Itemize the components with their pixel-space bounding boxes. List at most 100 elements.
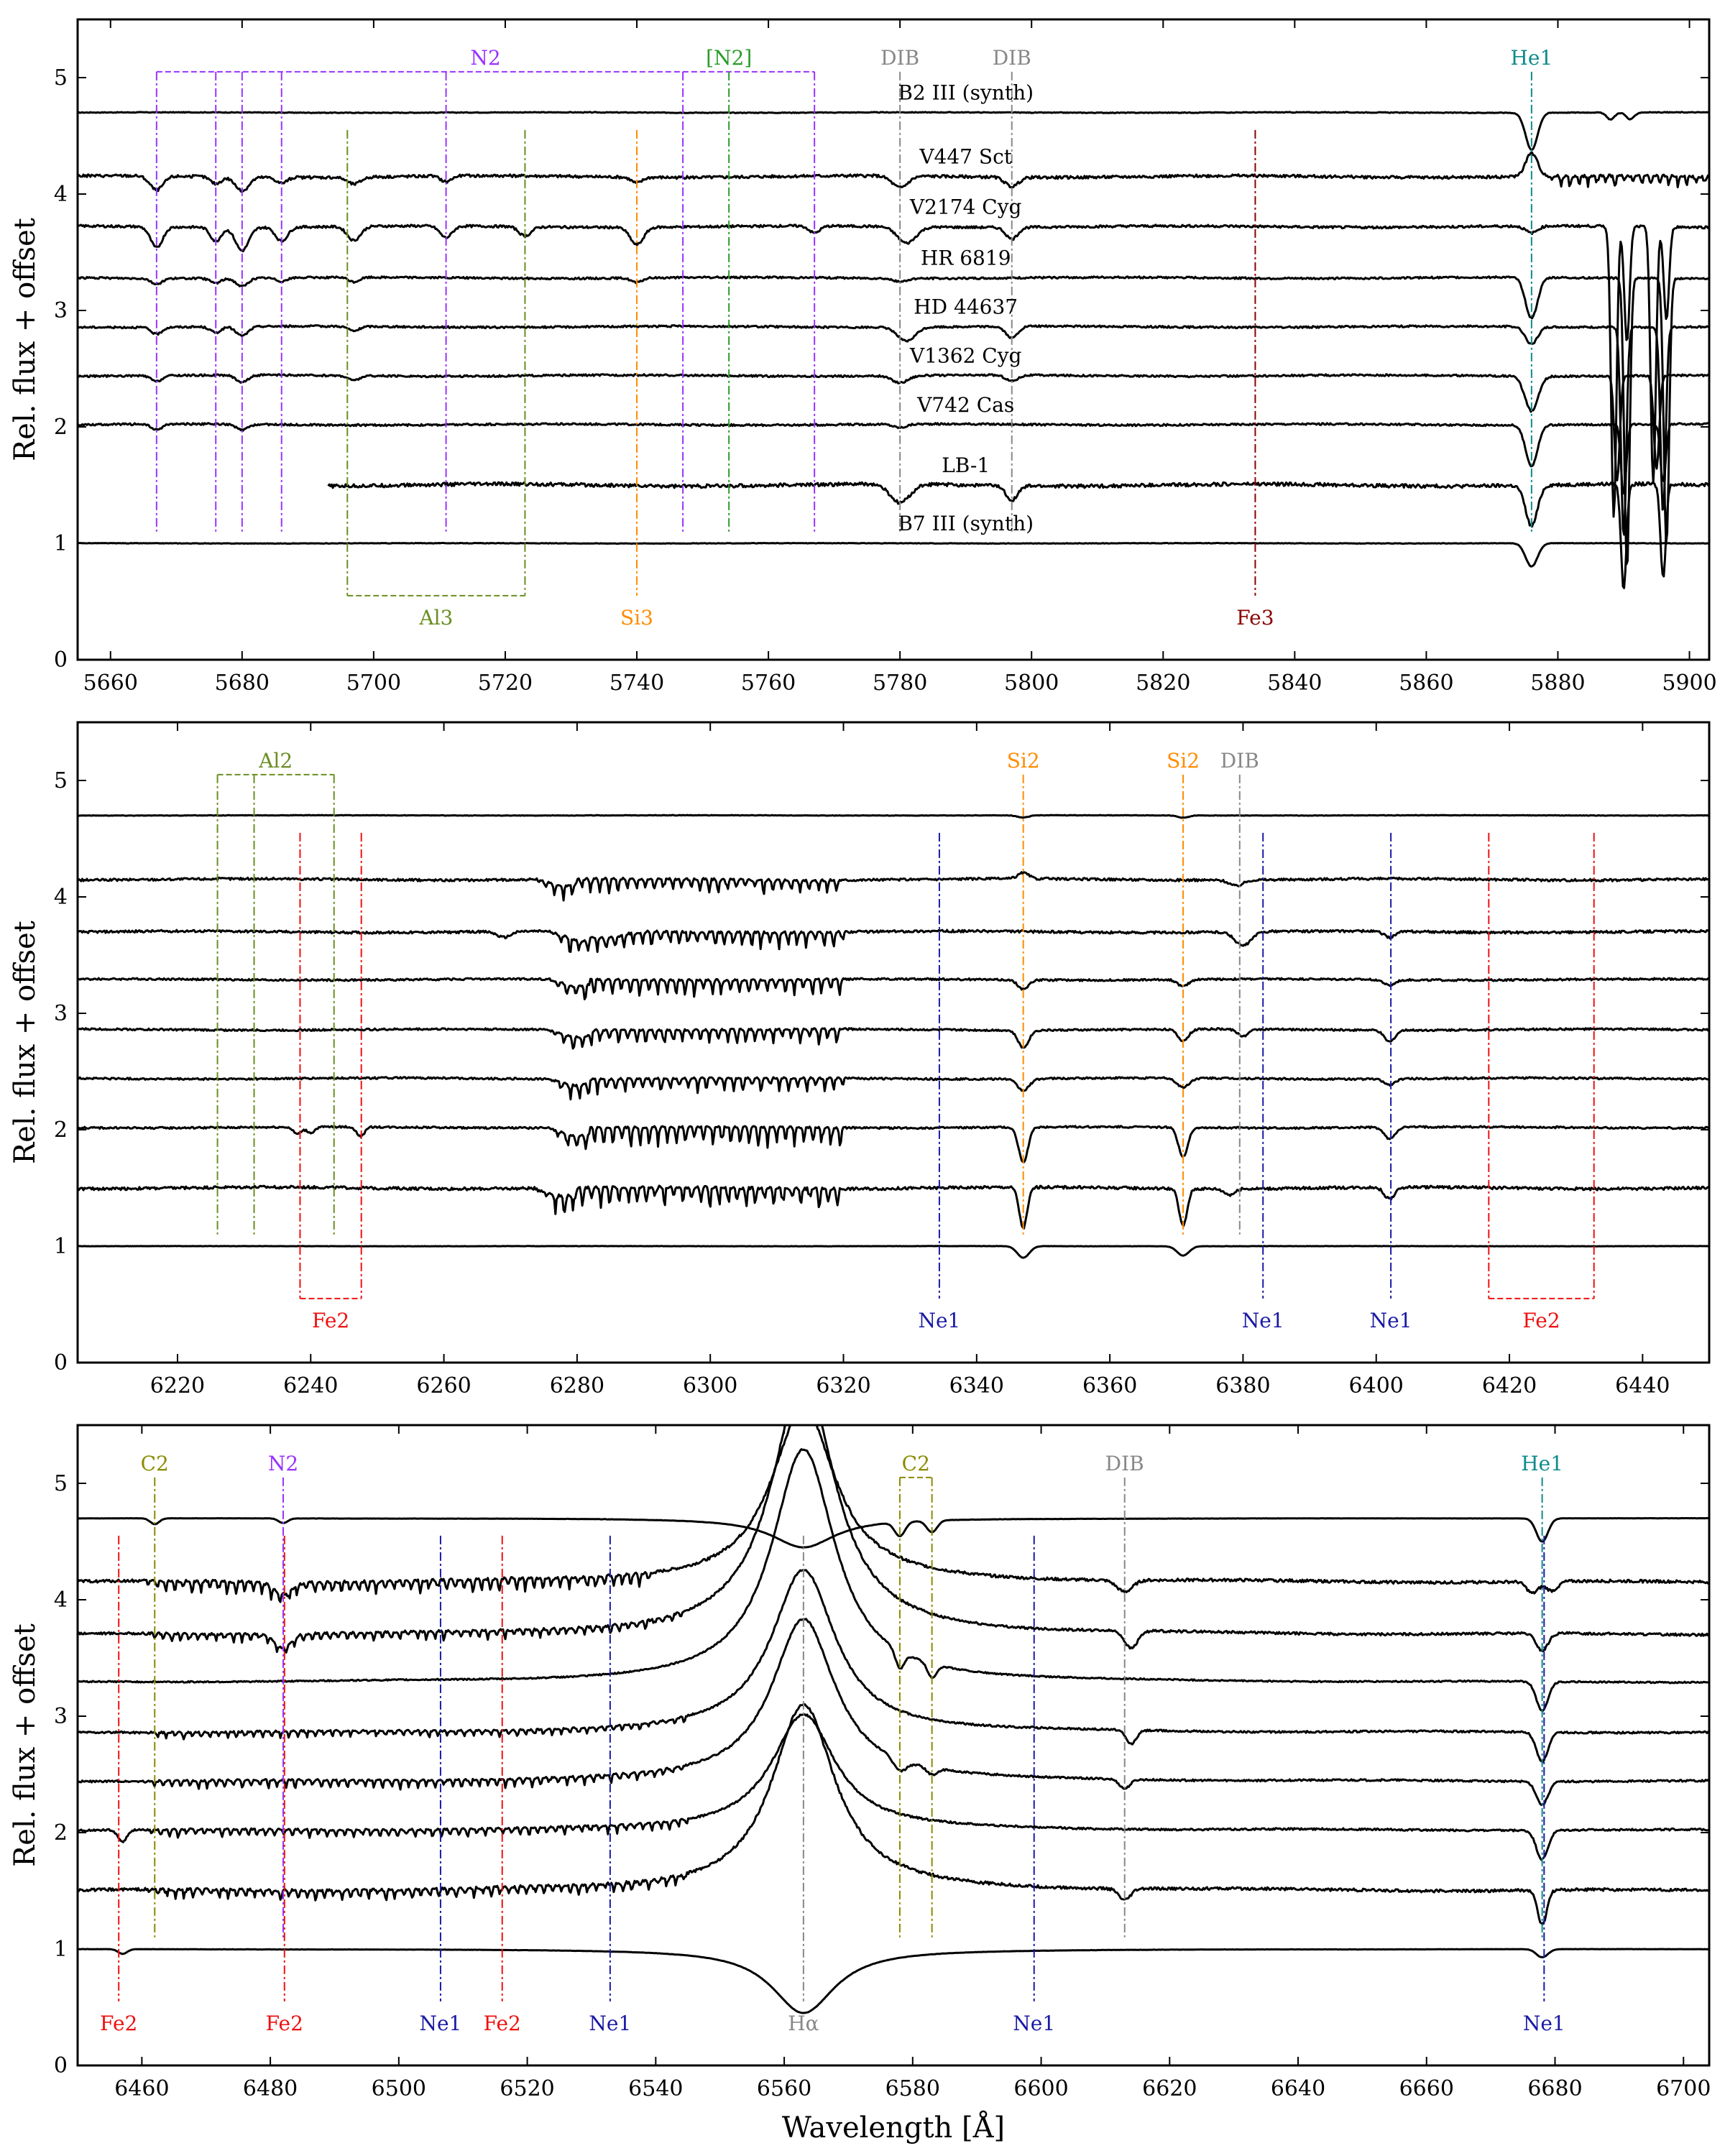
y-tick-label: 3 xyxy=(54,298,68,323)
x-tick-label: 6700 xyxy=(1656,2076,1711,2101)
line-label: C2 xyxy=(902,1452,930,1475)
axes-frame xyxy=(76,18,1711,661)
spectrum-line xyxy=(78,1425,1709,1603)
y-tick-label: 3 xyxy=(54,1704,68,1729)
x-tick-label: 6340 xyxy=(949,1373,1004,1399)
x-tick-label: 6500 xyxy=(372,2076,426,2101)
x-tick-label: 6560 xyxy=(757,2076,811,2101)
line-label: N2 xyxy=(470,46,500,70)
x-tick-label: 6600 xyxy=(1013,2076,1068,2101)
star-label: HD 44637 xyxy=(914,295,1018,319)
x-tick-label: 6620 xyxy=(1142,2076,1197,2101)
x-tick-label: 6680 xyxy=(1527,2076,1582,2101)
y-axis-label: Rel. flux + offset xyxy=(9,218,42,461)
x-tick-label: 6320 xyxy=(816,1373,870,1399)
x-tick-label: 5660 xyxy=(83,671,138,696)
axes-frame xyxy=(76,1424,1711,2067)
star-label: V742 Cas xyxy=(916,393,1014,417)
line-label: DIB xyxy=(1220,749,1259,773)
x-tick-label: 6260 xyxy=(416,1373,471,1399)
x-tick-label: 6380 xyxy=(1215,1373,1270,1399)
y-tick-label: 4 xyxy=(54,885,68,910)
x-tick-label: 6460 xyxy=(114,2076,169,2101)
line-label: He1 xyxy=(1521,1452,1563,1475)
line-label: Si2 xyxy=(1167,749,1200,773)
spectrum-line xyxy=(327,481,1709,589)
line-label: [N2] xyxy=(706,46,752,70)
line-label: Fe2 xyxy=(100,2012,137,2035)
spectrum-line xyxy=(78,1713,1709,1861)
spectrum-line xyxy=(78,1703,1709,1926)
y-tick-label: 1 xyxy=(54,1234,68,1259)
x-tick-label: 6660 xyxy=(1399,2076,1454,2101)
x-tick-label: 6640 xyxy=(1271,2076,1325,2101)
spectrum-line xyxy=(78,1027,1709,1050)
line-label: DIB xyxy=(1105,1452,1144,1475)
x-tick-label: 5760 xyxy=(741,671,796,696)
y-tick-label: 5 xyxy=(54,1471,68,1496)
x-tick-label: 6420 xyxy=(1482,1373,1537,1399)
star-label: V2174 Cyg xyxy=(909,195,1022,218)
panel-3: C2 N2 C2 DIB He1 Fe2 Fe2 Ne1 Fe2 Ne1 Hα Ne1 Ne1 6460 6… xyxy=(9,1424,1711,2145)
line-label: Ne1 xyxy=(918,1309,960,1332)
spectrum-line xyxy=(78,1125,1709,1164)
x-tick-label: 6580 xyxy=(886,2076,940,2101)
line-label: Al2 xyxy=(258,749,293,773)
line-markers: Al2 Si2 Si2 DIB Fe2 Ne1 Ne1 Ne1 Fe2 xyxy=(216,749,1595,1332)
x-axis-label: Wavelength [Å] xyxy=(782,2111,1005,2145)
spectrum-line xyxy=(78,111,1709,152)
spectrum-line xyxy=(78,1076,1709,1101)
spectrum-line xyxy=(78,1948,1709,2014)
x-tick-label: 6400 xyxy=(1349,1373,1404,1399)
line-label: Fe2 xyxy=(266,2012,303,2035)
star-label: LB-1 xyxy=(942,453,990,477)
spectrum-line xyxy=(78,1516,1709,1549)
x-tick-label: 6280 xyxy=(550,1373,604,1399)
y-tick-label: 0 xyxy=(54,1350,68,1376)
spectrum-line xyxy=(78,324,1709,536)
x-tick-label: 5820 xyxy=(1136,671,1190,696)
line-markers: N2 [N2] DIB DIB He1 Al3 Si3 Fe3 xyxy=(155,46,1552,630)
star-label: B2 III (synth) xyxy=(898,81,1034,105)
x-tick-label: 6520 xyxy=(500,2076,554,2101)
x-tick-label: 6220 xyxy=(150,1373,205,1399)
line-label: Fe2 xyxy=(312,1309,349,1332)
spectrum-line xyxy=(78,1245,1709,1259)
line-label: Ne1 xyxy=(589,2012,631,2035)
spectrum-line xyxy=(78,1618,1709,1806)
spectrum-line xyxy=(78,1569,1709,1764)
x-tick-label: 6300 xyxy=(683,1373,737,1399)
axes-frame xyxy=(76,721,1711,1364)
y-tick-label: 5 xyxy=(54,768,68,793)
line-label: DIB xyxy=(993,46,1031,70)
spectrum-line xyxy=(78,977,1709,1000)
spectrum-line xyxy=(78,1425,1709,1654)
star-label: V447 Sct xyxy=(919,145,1012,169)
spectrum-line xyxy=(78,224,1709,518)
x-tick-label: 5860 xyxy=(1399,671,1453,696)
spectrum-line xyxy=(78,151,1709,193)
x-tick-label: 6480 xyxy=(243,2076,298,2101)
star-label: HR 6819 xyxy=(921,247,1011,270)
line-label: Fe2 xyxy=(484,2012,521,2035)
x-tick-label: 5880 xyxy=(1530,671,1585,696)
y-tick-label: 4 xyxy=(54,182,68,207)
line-label: Si3 xyxy=(620,606,653,630)
x-tick-label: 5800 xyxy=(1004,671,1059,696)
line-label: C2 xyxy=(141,1452,169,1475)
y-tick-label: 2 xyxy=(54,1820,68,1846)
line-label: Ne1 xyxy=(1370,1309,1412,1332)
line-label: Ne1 xyxy=(1242,1309,1284,1332)
line-label: Fe2 xyxy=(1522,1309,1560,1332)
line-label: He1 xyxy=(1510,46,1552,70)
spectrum-line xyxy=(78,1184,1709,1230)
spectrum-line xyxy=(78,871,1709,902)
y-axis-label: Rel. flux + offset xyxy=(9,921,42,1164)
y-tick-label: 0 xyxy=(54,2053,68,2078)
spectra-group xyxy=(78,1425,1709,2014)
star-label: V1362 Cyg xyxy=(909,344,1022,368)
line-label: Ne1 xyxy=(1523,2012,1565,2035)
x-tick-label: 5700 xyxy=(346,671,401,696)
x-tick-label: 6440 xyxy=(1615,1373,1670,1399)
line-label: Ne1 xyxy=(1013,2012,1055,2035)
